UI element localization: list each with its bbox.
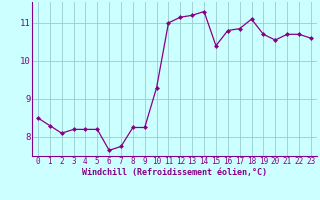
- X-axis label: Windchill (Refroidissement éolien,°C): Windchill (Refroidissement éolien,°C): [82, 168, 267, 177]
